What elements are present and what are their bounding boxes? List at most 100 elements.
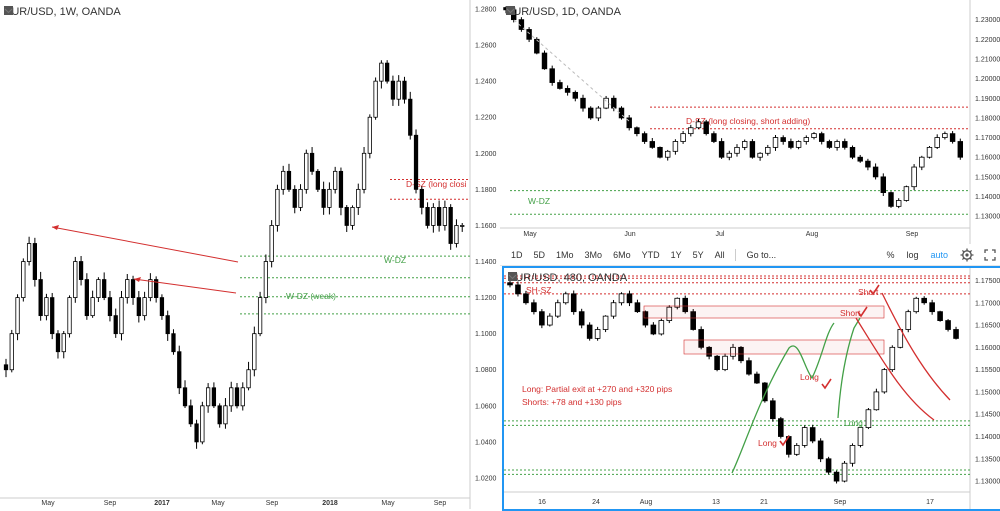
candle-body xyxy=(431,207,436,226)
chevron-down-icon[interactable] xyxy=(508,272,517,281)
tf-5d[interactable]: 5D xyxy=(533,249,546,260)
candle-body xyxy=(541,52,548,70)
price-tick-label: 1.2400 xyxy=(475,79,497,86)
price-tick-label: 1.17500 xyxy=(975,278,1000,285)
zone-label: SH-SZ xyxy=(526,285,552,295)
candle-body xyxy=(327,188,332,208)
symbol-icon xyxy=(508,272,517,281)
tf-ytd[interactable]: YTD xyxy=(641,249,660,260)
candle-body xyxy=(801,427,808,446)
tf-1d[interactable]: 1D xyxy=(511,249,523,260)
price-tick-label: 1.0400 xyxy=(475,439,497,446)
candle-body xyxy=(734,146,740,154)
candle-body xyxy=(572,91,579,99)
chevron-down-icon[interactable] xyxy=(506,6,515,15)
candle-body xyxy=(390,80,396,100)
candle-body xyxy=(595,107,602,119)
time-tick-label: Aug xyxy=(640,499,653,506)
candle-body xyxy=(949,133,956,142)
candle-body xyxy=(658,320,665,335)
gear-icon[interactable] xyxy=(960,248,974,262)
time-tick-label: Sep xyxy=(104,500,117,507)
candle-body xyxy=(881,369,888,393)
time-tick-label: Sep xyxy=(906,231,919,238)
time-tick-label: 21 xyxy=(760,499,768,506)
long-label: Long xyxy=(844,418,863,428)
candle-body xyxy=(772,137,779,148)
tf-1y[interactable]: 1Y xyxy=(670,249,682,260)
green-projection-line xyxy=(731,322,835,474)
candle-body xyxy=(690,311,696,330)
candle-body xyxy=(136,297,141,317)
tf-all[interactable]: All xyxy=(714,249,725,260)
candle-body xyxy=(547,315,553,326)
daily-chart-panel[interactable]: 1.23000 1.22000 1.21000 1.20000 1.19000 1.180… xyxy=(500,0,1000,244)
candle-body xyxy=(107,297,113,317)
price-tick-label: 1.13500 xyxy=(975,456,1000,463)
log-toggle[interactable]: log xyxy=(906,249,919,260)
price-tick-label: 1.22000 xyxy=(975,37,1000,44)
candle-body xyxy=(507,282,513,286)
candle-body xyxy=(754,373,760,384)
tf-5y[interactable]: 5Y xyxy=(692,249,704,260)
candle-body xyxy=(321,188,326,208)
candle-body xyxy=(849,445,856,464)
candle-body xyxy=(338,170,344,208)
tf-1mo[interactable]: 1Mo xyxy=(556,249,574,260)
candle-body xyxy=(682,297,689,313)
candle-body xyxy=(919,156,925,168)
candle-body xyxy=(672,141,679,152)
goto-button[interactable]: Go to... xyxy=(746,249,777,260)
candle-body xyxy=(367,116,372,154)
candle-body xyxy=(911,166,917,188)
candle-body xyxy=(130,279,136,298)
time-tick-label: 13 xyxy=(712,499,720,506)
candle-body xyxy=(957,141,964,158)
h4-chart[interactable]: 1.17500 1.17000 1.16500 1.16000 1.15500 1.150… xyxy=(504,268,1000,509)
supply-box xyxy=(643,305,885,319)
zone-label: W-DZ (weak) xyxy=(286,291,336,301)
weekly-chart-panel[interactable]: 1.2800 1.2600 1.2400 1.2200 1.2000 1.1800 1.16… xyxy=(0,0,500,509)
arrowhead-icon xyxy=(52,225,59,230)
candle-body xyxy=(934,137,940,148)
h4-title: EUR/USD, 480, OANDA xyxy=(508,272,627,284)
time-tick-label: 16 xyxy=(538,499,546,506)
long-label: Long xyxy=(800,372,819,382)
candle-body xyxy=(257,297,263,335)
candle-body xyxy=(177,351,182,389)
auto-toggle[interactable]: auto xyxy=(930,249,948,260)
tf-6mo[interactable]: 6Mo xyxy=(613,249,631,260)
candle-body xyxy=(159,297,165,317)
price-tick-label: 1.13000 xyxy=(975,479,1000,486)
candle-body xyxy=(246,369,251,389)
candle-body xyxy=(385,62,390,82)
tf-3mo[interactable]: 3Mo xyxy=(584,249,603,260)
candle-body xyxy=(913,297,919,313)
percent-toggle[interactable]: % xyxy=(886,249,895,260)
zone-label: D-SZ (long closi xyxy=(406,179,467,189)
candle-body xyxy=(379,62,384,82)
candle-body xyxy=(833,471,840,482)
fullscreen-icon[interactable] xyxy=(984,248,996,261)
checkmark-icon xyxy=(779,435,790,447)
candle-body xyxy=(281,170,286,190)
candle-body xyxy=(611,97,617,109)
candle-body xyxy=(194,423,199,443)
candle-body xyxy=(425,207,430,226)
trade-note-line-1: Long: Partial exit at +270 and +320 pips xyxy=(522,384,672,394)
candle-body xyxy=(865,160,871,168)
weekly-chart[interactable]: 1.2800 1.2600 1.2400 1.2200 1.2000 1.1800 1.16… xyxy=(0,0,500,509)
candle-body xyxy=(350,207,355,226)
price-tick-label: 1.21000 xyxy=(975,56,1000,63)
candle-body xyxy=(460,225,465,227)
candle-body xyxy=(67,297,72,335)
short-label: Short xyxy=(840,308,861,318)
h4-chart-panel[interactable]: 1.17500 1.17000 1.16500 1.16000 1.15500 1.150… xyxy=(502,266,1000,511)
price-tick-label: 1.15000 xyxy=(975,174,1000,181)
candle-body xyxy=(50,297,55,335)
candle-body xyxy=(641,133,648,142)
candle-body xyxy=(269,225,274,262)
chevron-down-icon[interactable] xyxy=(4,6,13,15)
candle-body xyxy=(148,279,153,298)
daily-chart[interactable]: 1.23000 1.22000 1.21000 1.20000 1.19000 1.180… xyxy=(500,0,1000,244)
